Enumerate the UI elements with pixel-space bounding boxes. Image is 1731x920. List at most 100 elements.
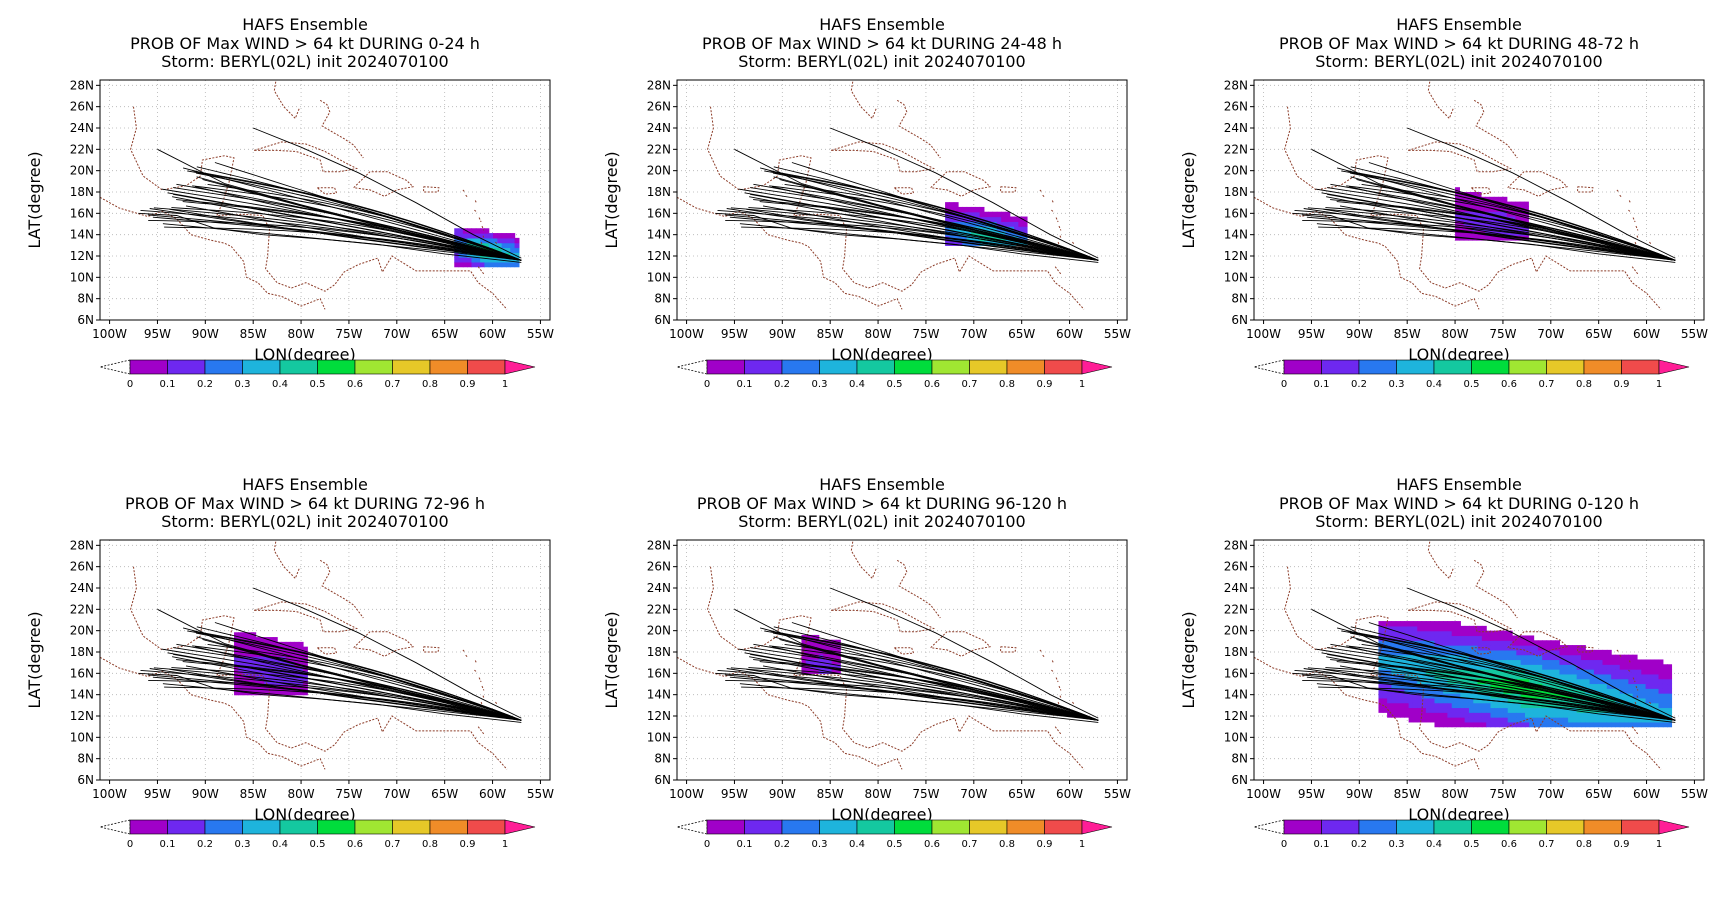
colorbar-label: 0.9 — [1614, 379, 1630, 390]
x-axis-label: LON(degree) — [254, 805, 355, 824]
plot-area — [100, 540, 550, 780]
coastline — [1072, 701, 1075, 705]
colorbar-under-arrow — [676, 819, 708, 835]
storm-line: Storm: BERYL(02L) init 2024070100 — [161, 52, 448, 71]
lon-tick-label: 80W — [1441, 327, 1468, 341]
lat-tick-label: 12N — [70, 709, 94, 723]
lat-tick-label: 10N — [70, 270, 94, 284]
colorbar-swatch — [129, 819, 168, 835]
colorbar-swatch — [1006, 819, 1045, 835]
colorbar-swatch — [429, 359, 468, 375]
coastline — [930, 171, 992, 197]
track-line — [1330, 183, 1676, 261]
coastline — [316, 647, 338, 655]
track-line — [185, 665, 522, 721]
plot-frame — [1253, 79, 1705, 321]
colorbar-over-arrow — [504, 359, 536, 375]
coastline — [1407, 141, 1513, 173]
coastline — [1635, 685, 1639, 691]
coastline — [1407, 601, 1513, 633]
colorbar-swatch — [167, 359, 206, 375]
track-line — [734, 148, 1099, 261]
lat-tick-label: 18N — [70, 645, 94, 659]
map-subtitle: PROB OF Max WIND > 64 kt DURING 48-72 h — [1279, 34, 1639, 53]
lat-tick-label: 20N — [70, 164, 94, 178]
lon-tick-label: 65W — [431, 787, 458, 801]
colorbar-swatch — [1621, 359, 1660, 375]
x-axis-label: LON(degree) — [1408, 345, 1509, 364]
track-line — [1350, 166, 1676, 261]
lon-tick-label: 100W — [669, 787, 704, 801]
coastline — [707, 566, 1085, 770]
ensemble-tracks — [1292, 127, 1676, 263]
coastline — [677, 656, 903, 770]
lon-tick-label: 55W — [527, 327, 554, 341]
colorbar-swatch — [317, 819, 356, 835]
colorbar-label: 0.5 — [887, 839, 903, 850]
coastline — [1059, 235, 1062, 239]
track-line — [1356, 638, 1676, 721]
colorbar-label: 1 — [1656, 839, 1662, 850]
lon-tick-label: 95W — [721, 787, 748, 801]
colorbar-label: 0.8 — [1576, 839, 1592, 850]
colorbar-label: 0.6 — [924, 379, 940, 390]
colorbar-under-arrow — [676, 359, 708, 375]
track-line — [770, 170, 1099, 261]
colorbar-label: 0.8 — [422, 379, 438, 390]
coastline — [100, 196, 326, 310]
track-line — [149, 208, 522, 261]
coastline — [1051, 200, 1054, 203]
coastline — [480, 241, 483, 245]
coastline — [273, 80, 300, 120]
colorbar-label: 0.4 — [849, 379, 865, 390]
colorbar-swatch — [819, 819, 858, 835]
lat-tick-label: 6N — [77, 313, 94, 327]
track-line — [157, 608, 522, 721]
colorbar-label: 0 — [704, 839, 710, 850]
ensemble-tracks — [715, 587, 1099, 723]
colorbar-swatch — [744, 359, 783, 375]
colorbar-label: 0.5 — [310, 379, 326, 390]
storm-line: Storm: BERYL(02L) init 2024070100 — [1315, 52, 1602, 71]
lat-tick-label: 16N — [1224, 206, 1248, 220]
lon-tick-label: 70W — [960, 787, 987, 801]
y-axis-label: LAT(degree) — [25, 151, 44, 248]
lon-tick-label: 90W — [769, 327, 796, 341]
colorbar-swatch — [1358, 819, 1397, 835]
colorbar-label: 0.4 — [1426, 379, 1442, 390]
colorbar-label: 0.9 — [1037, 379, 1053, 390]
colorbar-label: 0.3 — [235, 379, 251, 390]
coastline — [478, 217, 482, 223]
map-panel-48-72-h: HAFS Ensemble PROB OF Max WIND > 64 kt DU… — [1154, 0, 1731, 460]
lat-tick-label: 14N — [1224, 688, 1248, 702]
lat-tick-label: 16N — [647, 666, 671, 680]
track-line — [193, 170, 522, 261]
track-line — [830, 127, 1099, 259]
track-line — [779, 638, 1099, 721]
colorbar: 0 0.1 0.2 0.3 0.4 0.5 0.6 0.7 0.8 0.9 1 — [99, 819, 536, 850]
colorbar-label: 0.6 — [924, 839, 940, 850]
track-line — [715, 212, 1099, 263]
coastline — [481, 685, 485, 691]
colorbar-label: 0.5 — [1464, 379, 1480, 390]
track-line — [164, 686, 522, 721]
map-title: HAFS Ensemble — [1396, 475, 1522, 494]
lat-tick-label: 16N — [70, 206, 94, 220]
coastline — [707, 106, 1085, 310]
colorbar-label: 0.8 — [999, 379, 1015, 390]
colorbar-label: 0.7 — [1539, 379, 1555, 390]
colorbar-swatch — [279, 819, 318, 835]
colorbar-label: 0.2 — [1351, 379, 1367, 390]
colorbar-swatch — [706, 819, 745, 835]
colorbar-label: 0.7 — [962, 839, 978, 850]
colorbar-label: 0 — [1281, 379, 1287, 390]
lat-tick-label: 24N — [1224, 581, 1248, 595]
coastline — [1051, 209, 1055, 213]
colorbar-swatch — [1433, 819, 1472, 835]
coastline — [495, 701, 498, 705]
coastline — [1649, 241, 1652, 245]
colorbar-label: 0.4 — [272, 839, 288, 850]
colorbar-label: 0.7 — [385, 839, 401, 850]
plot-frame — [1253, 539, 1705, 781]
